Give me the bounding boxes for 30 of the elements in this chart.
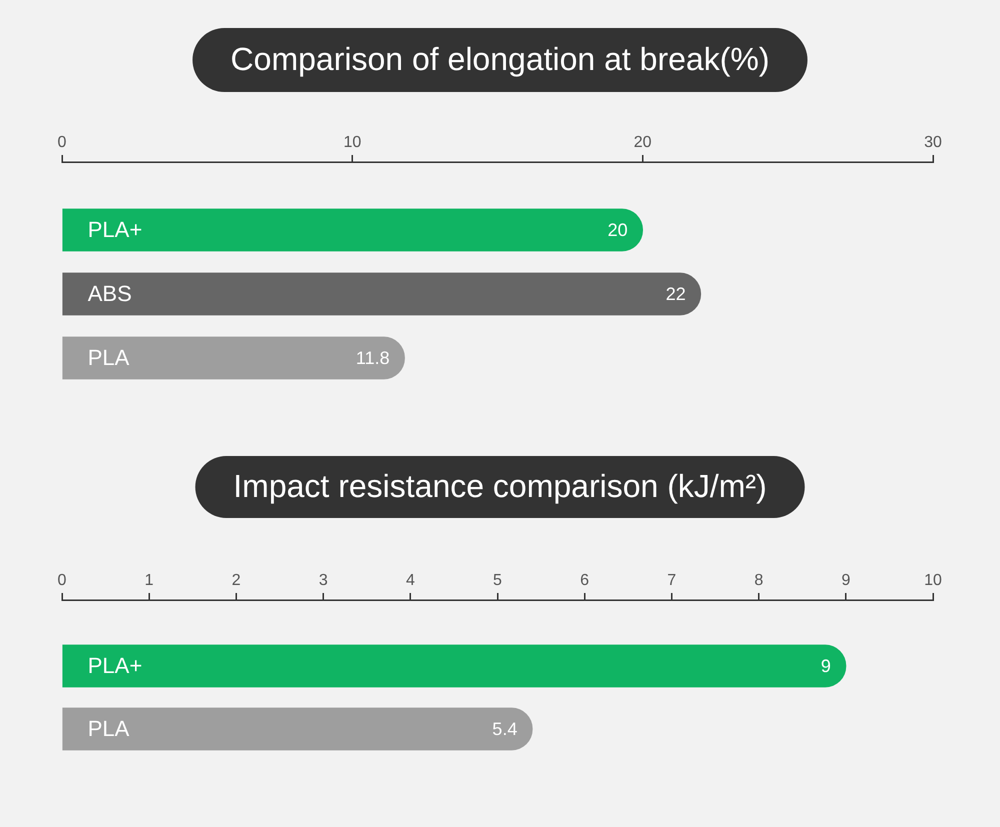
x-tick-label: 4 bbox=[406, 572, 415, 589]
x-tick-label: 0 bbox=[58, 572, 67, 589]
x-tick-label: 10 bbox=[343, 134, 362, 151]
x-tick-label: 20 bbox=[634, 134, 652, 151]
data-label: 5.4 bbox=[492, 718, 518, 739]
y-tick-label: PLA+ bbox=[88, 653, 142, 678]
x-tick-label: 6 bbox=[580, 572, 590, 589]
y-tick-label: PLA bbox=[88, 345, 130, 370]
x-tick-label: 30 bbox=[924, 134, 942, 151]
data-label: 11.8 bbox=[356, 348, 390, 368]
x-tick-label: 2 bbox=[232, 572, 241, 589]
x-tick-label: 9 bbox=[841, 572, 850, 589]
y-tick-label: ABS bbox=[88, 281, 132, 306]
bar bbox=[62, 336, 405, 380]
x-tick-label: 5 bbox=[493, 572, 502, 589]
bar bbox=[62, 208, 643, 252]
x-tick-label: 0 bbox=[58, 134, 67, 151]
x-tick-label: 8 bbox=[754, 572, 764, 589]
data-label: 20 bbox=[608, 220, 628, 240]
bar bbox=[62, 272, 702, 316]
data-label: 22 bbox=[666, 284, 686, 304]
data-label: 9 bbox=[820, 656, 831, 676]
y-tick-label: PLA+ bbox=[88, 217, 142, 242]
x-tick-label: 7 bbox=[667, 572, 676, 589]
chart-title: Impact resistance comparison (kJ/m²) bbox=[233, 468, 767, 504]
y-tick-label: PLA bbox=[88, 716, 130, 742]
chart-title: Comparison of elongation at break(%) bbox=[230, 40, 770, 77]
x-tick-label: 3 bbox=[318, 572, 328, 589]
x-tick-label: 10 bbox=[924, 572, 942, 589]
x-tick-label: 1 bbox=[144, 572, 154, 589]
